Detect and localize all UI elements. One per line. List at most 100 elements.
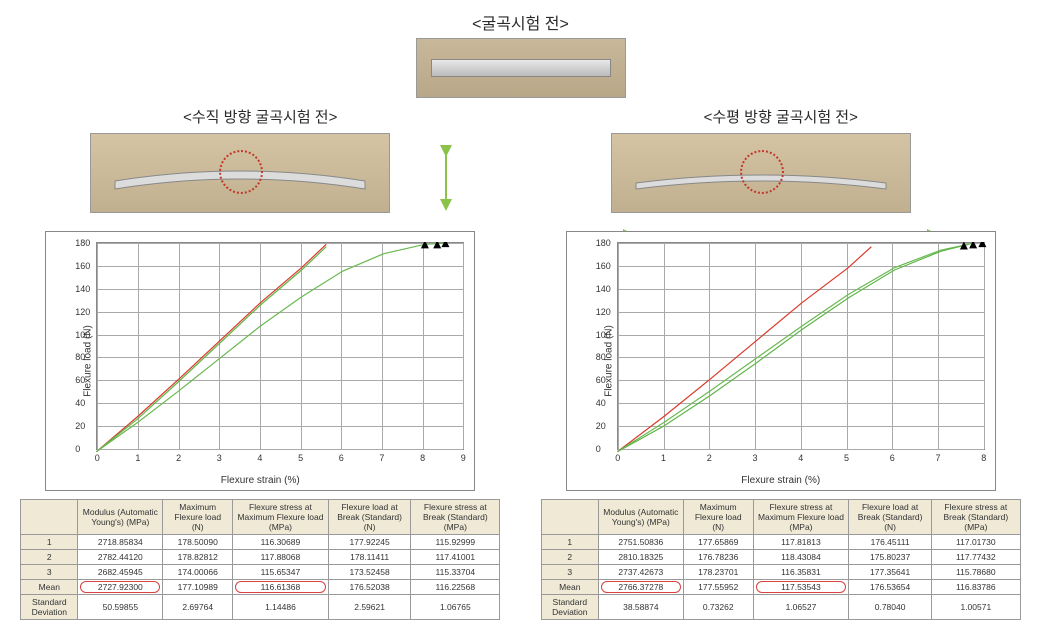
col-header: Modulus (Automatic Young's) (MPa) <box>78 500 163 535</box>
table-row: Mean2727.92300177.10989116.61368176.5203… <box>21 580 500 595</box>
y-tick: 140 <box>596 284 611 294</box>
y-tick: 40 <box>75 398 85 408</box>
col-header: Maximum Flexure load (N) <box>683 500 753 535</box>
row-label: 1 <box>21 535 78 550</box>
right-sub-title: <수평 방향 굴곡시험 전> <box>541 106 1021 127</box>
cell: 177.92245 <box>328 535 411 550</box>
x-tick: 4 <box>257 453 262 463</box>
cell: 50.59855 <box>78 595 163 620</box>
row-label: Mean <box>541 580 598 595</box>
x-axis-label: Flexure strain (%) <box>221 475 300 486</box>
cell: 115.78680 <box>931 565 1020 580</box>
cell: 178.23701 <box>683 565 753 580</box>
right-chart: Flexure load (N) Flexure strain (%) 0123… <box>566 231 996 491</box>
cell: 1.06765 <box>411 595 500 620</box>
cell: 1.06527 <box>753 595 849 620</box>
row-label: 3 <box>541 565 598 580</box>
y-tick: 60 <box>596 375 606 385</box>
cell: 2751.50836 <box>598 535 683 550</box>
cell: 177.10989 <box>163 580 233 595</box>
table-row: 12718.85834178.50090116.30689177.9224511… <box>21 535 500 550</box>
row-label: 1 <box>541 535 598 550</box>
cell: 116.35831 <box>753 565 849 580</box>
y-tick: 80 <box>75 352 85 362</box>
cell: 117.01730 <box>931 535 1020 550</box>
end-marker-icon <box>969 242 977 248</box>
col-header: Flexure stress at Break (Standard) (MPa) <box>931 500 1020 535</box>
right-column: <수평 방향 굴곡시험 전> Flexure load (N) <box>541 106 1021 620</box>
cell: 116.61368 <box>233 580 329 595</box>
cell: 115.65347 <box>233 565 329 580</box>
cell: 177.55952 <box>683 580 753 595</box>
col-header: Flexure load at Break (Standard) (N) <box>849 500 932 535</box>
y-tick: 180 <box>596 238 611 248</box>
x-tick: 3 <box>217 453 222 463</box>
cell: 174.00066 <box>163 565 233 580</box>
row-label: 2 <box>541 550 598 565</box>
row-label: Standard Deviation <box>21 595 78 620</box>
cell: 177.65869 <box>683 535 753 550</box>
cell: 178.82812 <box>163 550 233 565</box>
cell: 176.52038 <box>328 580 411 595</box>
cell: 2718.85834 <box>78 535 163 550</box>
x-tick: 2 <box>707 453 712 463</box>
cell: 175.80237 <box>849 550 932 565</box>
y-tick: 100 <box>75 330 90 340</box>
cell: 2810.18325 <box>598 550 683 565</box>
x-tick: 7 <box>935 453 940 463</box>
y-tick: 140 <box>75 284 90 294</box>
x-tick: 6 <box>890 453 895 463</box>
vertical-arrow-icon <box>434 143 458 213</box>
y-tick: 80 <box>596 352 606 362</box>
cell: 1.00571 <box>931 595 1020 620</box>
cell: 2766.37278 <box>598 580 683 595</box>
x-tick: 8 <box>420 453 425 463</box>
x-tick: 2 <box>176 453 181 463</box>
cell: 2737.42673 <box>598 565 683 580</box>
col-header: Flexure load at Break (Standard) (N) <box>328 500 411 535</box>
cell: 116.22568 <box>411 580 500 595</box>
x-tick: 7 <box>379 453 384 463</box>
cell: 173.52458 <box>328 565 411 580</box>
x-tick: 4 <box>798 453 803 463</box>
y-tick: 100 <box>596 330 611 340</box>
y-tick: 20 <box>75 421 85 431</box>
y-tick: 160 <box>75 261 90 271</box>
col-header: Flexure stress at Break (Standard) (MPa) <box>411 500 500 535</box>
y-tick: 60 <box>75 375 85 385</box>
row-label: 2 <box>21 550 78 565</box>
series-line <box>617 243 973 452</box>
x-tick: 6 <box>339 453 344 463</box>
cell: 178.50090 <box>163 535 233 550</box>
table-row: Standard Deviation50.598552.697641.14486… <box>21 595 500 620</box>
cell: 115.92999 <box>411 535 500 550</box>
y-tick: 180 <box>75 238 90 248</box>
table-row: Standard Deviation38.588740.732621.06527… <box>541 595 1020 620</box>
col-header: Flexure stress at Maximum Flexure load (… <box>753 500 849 535</box>
y-tick: 0 <box>75 444 80 454</box>
cell: 2.59621 <box>328 595 411 620</box>
table-row: 12751.50836177.65869117.81813176.4511111… <box>541 535 1020 550</box>
series-line <box>617 247 871 452</box>
cell: 116.30689 <box>233 535 329 550</box>
cell: 176.53654 <box>849 580 932 595</box>
top-title: <굴곡시험 전> <box>10 10 1031 34</box>
left-table: Modulus (Automatic Young's) (MPa)Maximum… <box>20 499 500 620</box>
y-tick: 40 <box>596 398 606 408</box>
x-tick: 1 <box>135 453 140 463</box>
cell: 176.45111 <box>849 535 932 550</box>
y-tick: 0 <box>596 444 601 454</box>
col-header: Maximum Flexure load (N) <box>163 500 233 535</box>
cell: 117.53543 <box>753 580 849 595</box>
x-tick: 5 <box>844 453 849 463</box>
left-column: <수직 방향 굴곡시험 전> Flexure load (N) <box>20 106 500 620</box>
y-tick: 120 <box>75 307 90 317</box>
series-line <box>96 244 326 452</box>
table-row: 22810.18325176.78236118.43084175.8023711… <box>541 550 1020 565</box>
cell: 117.81813 <box>753 535 849 550</box>
cell: 117.41001 <box>411 550 500 565</box>
x-tick: 9 <box>461 453 466 463</box>
series-line <box>96 243 445 452</box>
cell: 2782.44120 <box>78 550 163 565</box>
cell: 38.58874 <box>598 595 683 620</box>
